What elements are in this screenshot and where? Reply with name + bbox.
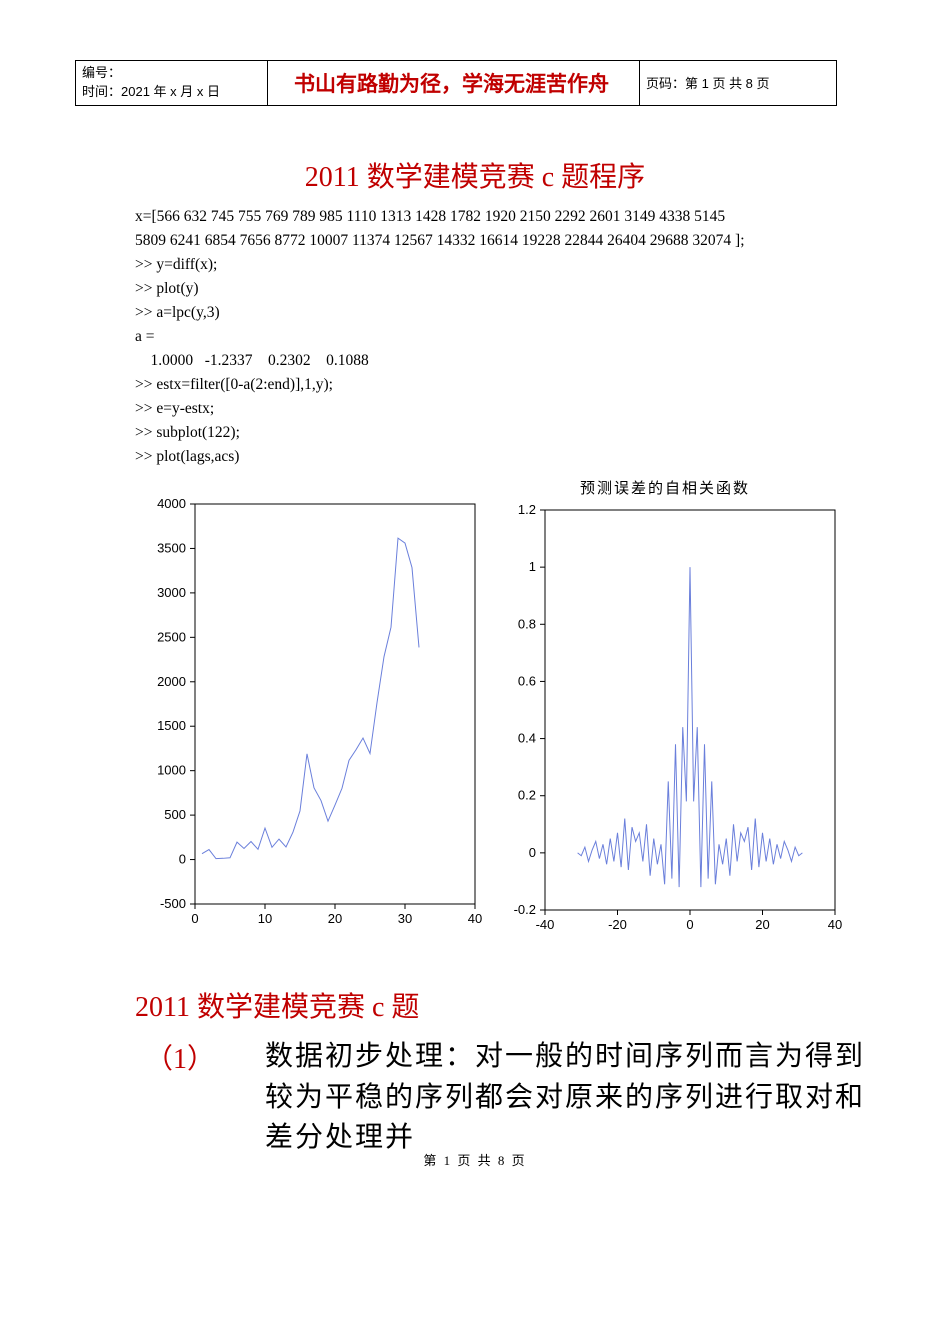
svg-text:3500: 3500 xyxy=(157,541,186,556)
svg-text:0: 0 xyxy=(191,911,198,926)
svg-text:0.4: 0.4 xyxy=(518,731,536,746)
svg-text:-0.2: -0.2 xyxy=(514,902,536,917)
svg-text:0.6: 0.6 xyxy=(518,674,536,689)
svg-text:1000: 1000 xyxy=(157,763,186,778)
svg-text:1: 1 xyxy=(529,559,536,574)
subtitle: 2011 数学建模竞赛 c 题 xyxy=(135,985,875,1025)
svg-text:1.2: 1.2 xyxy=(518,502,536,517)
svg-text:3000: 3000 xyxy=(157,585,186,600)
header-label-date: 时间：2021 年 x 月 x 日 xyxy=(82,84,220,99)
svg-text:2500: 2500 xyxy=(157,630,186,645)
svg-text:2000: 2000 xyxy=(157,674,186,689)
page-title: 2011 数学建模竞赛 c 题程序 xyxy=(75,155,875,195)
charts-row: 010203040-500050010001500200025003000350… xyxy=(135,477,875,945)
header-label-id: 编号： xyxy=(82,65,121,80)
svg-text:0: 0 xyxy=(686,917,693,932)
svg-text:0: 0 xyxy=(179,852,186,867)
list-item-number: （1） xyxy=(145,1037,265,1159)
svg-text:500: 500 xyxy=(164,807,186,822)
svg-text:0: 0 xyxy=(529,845,536,860)
code-block: x=[566 632 745 755 769 789 985 1110 1313… xyxy=(135,205,875,469)
chart-left: 0 10 20 30 40 -500 0 500 1000 1500 2000 2500 3000 350… xyxy=(135,477,485,945)
page: 编号： 时间：2021 年 x 月 x 日 书山有路勤为径，学海无涯苦作舟 页码… xyxy=(0,0,950,1199)
list-item: （1） 数据初步处理：对一般的时间序列而言为得到较为平稳的序列都会对原来的序列进… xyxy=(145,1037,875,1159)
svg-text:40: 40 xyxy=(468,911,482,926)
svg-text:-500: -500 xyxy=(160,896,186,911)
header-mid: 书山有路勤为径，学海无涯苦作舟 xyxy=(268,61,640,106)
header-table: 编号： 时间：2021 年 x 月 x 日 书山有路勤为径，学海无涯苦作舟 页码… xyxy=(75,60,837,106)
svg-text:20: 20 xyxy=(755,917,769,932)
header-right: 页码：第 1 页 共 8 页 xyxy=(640,61,837,106)
svg-text:20: 20 xyxy=(328,911,342,926)
svg-text:0.2: 0.2 xyxy=(518,788,536,803)
svg-text:1500: 1500 xyxy=(157,718,186,733)
chart-right: 预测误差的自相关函数 -40 -20 0 20 40 -0.2 0 0.2 0.4 0.6 0.8 1… xyxy=(485,477,845,945)
svg-text:-40: -40 xyxy=(536,917,555,932)
svg-text:30: 30 xyxy=(398,911,412,926)
svg-text:0.8: 0.8 xyxy=(518,616,536,631)
header-left: 编号： 时间：2021 年 x 月 x 日 xyxy=(76,61,268,106)
chart-right-title: 预测误差的自相关函数 xyxy=(485,477,845,498)
svg-text:40: 40 xyxy=(828,917,842,932)
chart-right-svg: -40 -20 0 20 40 -0.2 0 0.2 0.4 0.6 0.8 1 1.2 xyxy=(485,500,845,940)
svg-text:10: 10 xyxy=(258,911,272,926)
svg-text:-20: -20 xyxy=(608,917,627,932)
chart-left-svg: 0 10 20 30 40 -500 0 500 1000 1500 2000 2500 3000 350… xyxy=(135,494,485,934)
svg-text:4000: 4000 xyxy=(157,496,186,511)
page-footer: 第 1 页 共 8 页 xyxy=(0,1150,950,1169)
list-item-text: 数据初步处理：对一般的时间序列而言为得到较为平稳的序列都会对原来的序列进行取对和… xyxy=(265,1037,875,1159)
